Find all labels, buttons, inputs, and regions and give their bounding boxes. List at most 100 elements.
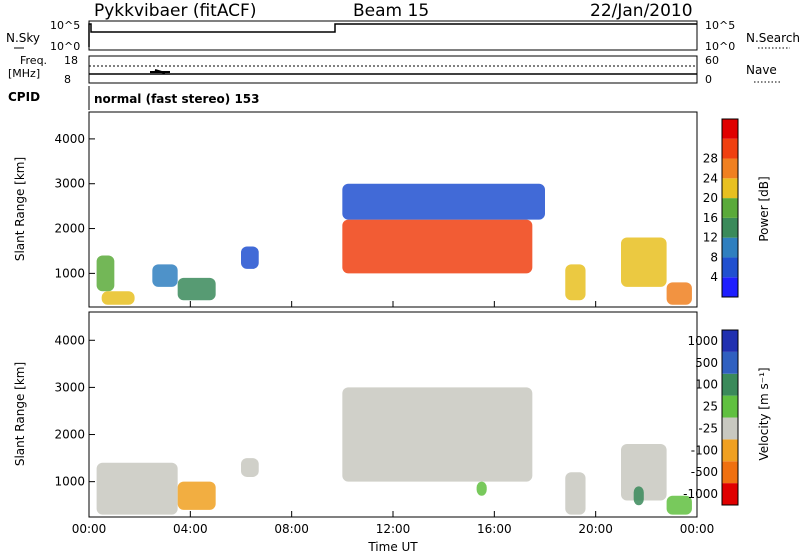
freq-label: Freq. — [20, 54, 47, 67]
power-colorbar-tick-6: 28 — [703, 152, 718, 166]
nsearch-label: N.Search — [746, 31, 800, 45]
velocity-ylabel: Slant Range [km] — [13, 362, 27, 466]
nsky-panel — [88, 20, 698, 51]
velocity-region-1 — [177, 481, 216, 510]
power-colorbar-swatch-8 — [722, 119, 738, 139]
velocity-region-7 — [633, 486, 644, 506]
power-colorbar-frame — [721, 118, 739, 298]
velocity-colorbar-label: Velocity [m s⁻¹] — [757, 367, 771, 460]
velocity-colorbar-frame — [721, 329, 739, 506]
freq-tick-bottom: 8 — [64, 73, 71, 86]
power-colorbar-swatch-5 — [722, 178, 738, 199]
nave-tick-top: 60 — [705, 54, 719, 67]
time-tick-label-0: 00:00 — [72, 522, 107, 536]
nsky-tick-bottom: 10^0 — [50, 40, 80, 53]
velocity-ytick-label-1: 2000 — [54, 428, 85, 442]
velocity-region-0 — [96, 462, 178, 515]
power-colorbar-swatch-7 — [722, 138, 738, 159]
power-region-2 — [152, 264, 178, 287]
power-region-9 — [666, 282, 692, 305]
power-colorbar-tick-1: 8 — [710, 250, 718, 264]
power-colorbar: 4 8 12 16 20 24 28 — [703, 118, 739, 298]
nsky-label: N.Sky — [6, 31, 40, 45]
velocity-colorbar-tick-3: 25 — [703, 400, 718, 414]
freq-panel — [88, 55, 698, 84]
velocity-region-4 — [476, 481, 487, 496]
velocity-colorbar-swatch-0 — [722, 483, 738, 505]
cpid-label: CPID — [8, 90, 40, 104]
power-colorbar-swatch-3 — [722, 217, 738, 238]
power-ytick-label-1: 2000 — [54, 222, 85, 236]
power-colorbar-tick-0: 4 — [710, 270, 718, 284]
nsky-series — [88, 23, 697, 47]
freq-blip — [150, 69, 170, 74]
date-label: 22/Jan/2010 — [590, 1, 693, 21]
nsearch-tick-bottom: 10^0 — [705, 40, 735, 53]
nsearch-tick-top: 10^5 — [705, 19, 735, 32]
power-region-7 — [565, 264, 586, 301]
power-colorbar-swatch-6 — [722, 158, 738, 179]
velocity-ytick-label-2: 3000 — [54, 380, 85, 394]
power-colorbar-swatch-0 — [722, 277, 738, 297]
power-colorbar-tick-2: 12 — [703, 231, 718, 245]
beam-label: Beam 15 — [353, 1, 429, 21]
power-region-1 — [101, 291, 135, 305]
power-axes: 1000 2000 3000 4000 — [54, 132, 698, 307]
freq-unit: [MHz] — [8, 67, 40, 80]
velocity-colorbar-swatch-1 — [722, 461, 738, 484]
time-tick-label-5: 20:00 — [578, 522, 613, 536]
nsky-tick-top: 10^5 — [50, 19, 80, 32]
power-ytick-label-3: 4000 — [54, 132, 85, 146]
velocity-ytick-label-0: 1000 — [54, 475, 85, 489]
velocity-colorbar-swatch-2 — [722, 439, 738, 462]
velocity-colorbar-tick-5: -100 — [691, 443, 718, 457]
velocity-colorbar-swatch-3 — [722, 417, 738, 440]
velocity-colorbar-tick-0: 1000 — [687, 334, 718, 348]
velocity-colorbar-swatch-4 — [722, 395, 738, 418]
time-axis-label: Time UT — [367, 540, 418, 554]
velocity-region-3 — [342, 387, 533, 482]
time-tick-label-4: 16:00 — [477, 522, 512, 536]
power-region-5 — [342, 219, 533, 274]
velocity-colorbar-tick-4: -25 — [698, 421, 718, 435]
velocity-colorbar-swatch-5 — [722, 373, 738, 396]
velocity-colorbar-swatch-7 — [722, 330, 738, 352]
velocity-ytick-label-3: 4000 — [54, 333, 85, 347]
power-colorbar-swatch-1 — [722, 257, 738, 278]
cpid-text: normal (fast stereo) 153 — [94, 92, 260, 106]
velocity-heatmap — [96, 387, 692, 515]
power-region-8 — [621, 237, 667, 287]
velocity-region-2 — [241, 458, 259, 477]
power-region-4 — [241, 246, 259, 269]
velocity-colorbar-tick-7: -1000 — [683, 487, 718, 501]
time-tick-label-1: 04:00 — [173, 522, 208, 536]
power-colorbar-swatch-2 — [722, 237, 738, 258]
station-title: Pykkvibaer (fitACF) — [94, 1, 256, 21]
power-region-0 — [96, 255, 115, 292]
power-colorbar-label: Power [dB] — [757, 176, 771, 241]
power-region-3 — [177, 277, 216, 301]
time-tick-label-2: 08:00 — [274, 522, 309, 536]
freq-tick-top: 18 — [64, 54, 78, 67]
power-ylabel: Slant Range [km] — [13, 157, 27, 261]
velocity-colorbar: 1000 500 100 25 -25 -100 -500 -1000 — [683, 329, 739, 506]
velocity-axes: 1000 2000 3000 4000 00:00 04:00 08:00 12:00 16:0… — [54, 333, 714, 536]
velocity-colorbar-tick-1: 500 — [695, 356, 718, 370]
power-ytick-label-0: 1000 — [54, 266, 85, 280]
time-tick-label-3: 12:00 — [376, 522, 411, 536]
velocity-region-5 — [565, 472, 586, 515]
nave-label: Nave — [746, 63, 777, 77]
power-colorbar-tick-5: 24 — [703, 171, 718, 185]
power-ytick-label-2: 3000 — [54, 177, 85, 191]
power-region-6 — [342, 183, 545, 220]
velocity-colorbar-tick-2: 100 — [695, 378, 718, 392]
power-colorbar-tick-4: 20 — [703, 191, 718, 205]
power-colorbar-tick-3: 16 — [703, 211, 718, 225]
velocity-colorbar-tick-6: -500 — [691, 465, 718, 479]
velocity-region-6 — [621, 443, 667, 501]
power-heatmap — [96, 183, 692, 305]
time-tick-label-6: 00:00 — [680, 522, 715, 536]
nave-tick-bottom: 0 — [705, 73, 712, 86]
velocity-region-8 — [666, 495, 692, 515]
